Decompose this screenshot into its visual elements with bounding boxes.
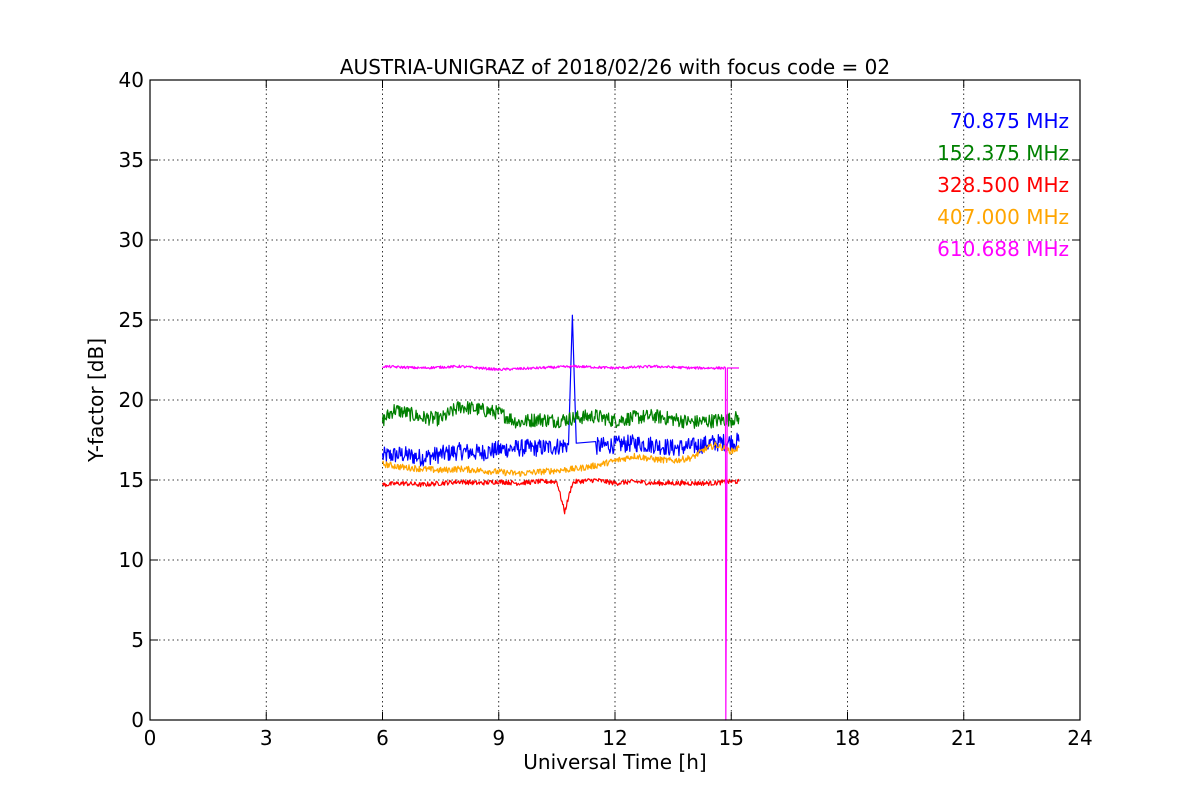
- x-tick-label: 0: [144, 726, 157, 750]
- legend-entry: 70.875 MHz: [950, 109, 1069, 133]
- y-tick-label: 40: [119, 68, 144, 92]
- legend-entry: 328.500 MHz: [937, 173, 1069, 197]
- x-tick-label: 24: [1067, 726, 1092, 750]
- y-tick-label: 20: [119, 388, 144, 412]
- y-tick-label: 25: [119, 308, 144, 332]
- x-tick-label: 12: [602, 726, 627, 750]
- x-tick-label: 18: [835, 726, 860, 750]
- y-tick-label: 5: [131, 628, 144, 652]
- x-tick-label: 21: [951, 726, 976, 750]
- y-tick-label: 30: [119, 228, 144, 252]
- series-line: [382, 364, 739, 721]
- chart-title: AUSTRIA-UNIGRAZ of 2018/02/26 with focus…: [340, 55, 890, 79]
- x-tick-label: 9: [492, 726, 505, 750]
- x-tick-label: 15: [719, 726, 744, 750]
- series-line: [381, 477, 740, 515]
- series-line: [381, 400, 740, 429]
- y-axis-label: Y-factor [dB]: [84, 338, 108, 463]
- legend-entry: 610.688 MHz: [937, 237, 1069, 261]
- series-layer: [381, 314, 740, 721]
- legend-entry: 407.000 MHz: [937, 205, 1069, 229]
- x-axis-label: Universal Time [h]: [523, 750, 706, 774]
- legend: 70.875 MHz 152.375 MHz 328.500 MHz 407.000 …: [937, 109, 1069, 261]
- y-tick-label: 10: [119, 548, 144, 572]
- x-tick-label: 3: [260, 726, 273, 750]
- series-line: [381, 441, 740, 477]
- legend-entry: 152.375 MHz: [937, 141, 1069, 165]
- y-tick-label: 35: [119, 148, 144, 172]
- ticks: 0 3 6 9 12 15 18 21 24 0 5 10 15 20 25 30 35 40: [119, 68, 1093, 750]
- x-tick-label: 6: [376, 726, 389, 750]
- y-tick-label: 15: [119, 468, 144, 492]
- grid: [150, 80, 1080, 720]
- y-tick-label: 0: [131, 708, 144, 732]
- series-line: [381, 314, 740, 467]
